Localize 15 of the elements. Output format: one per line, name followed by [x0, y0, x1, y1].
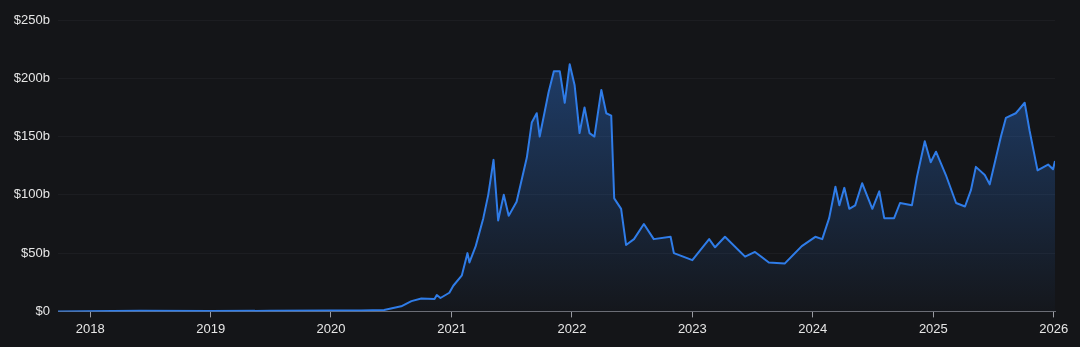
- x-tick-label: 2024: [798, 320, 828, 336]
- y-tick-label: $0: [35, 302, 50, 318]
- y-tick-label: $150b: [13, 128, 50, 144]
- x-tick-label: 2021: [437, 320, 467, 336]
- x-tick-label: 2018: [75, 320, 105, 336]
- y-tick-label: $250b: [13, 11, 50, 27]
- y-tick-label: $50b: [21, 244, 50, 260]
- y-tick-label: $200b: [13, 69, 50, 85]
- x-tick-label: 2019: [196, 320, 226, 336]
- x-tick-label: 2020: [316, 320, 346, 336]
- x-tick-label: 2022: [557, 320, 587, 336]
- x-tick-label: 2025: [918, 320, 948, 336]
- x-tick-label: 2023: [677, 320, 707, 336]
- x-tick-label: 2026: [1039, 320, 1069, 336]
- y-tick-label: $100b: [13, 186, 50, 202]
